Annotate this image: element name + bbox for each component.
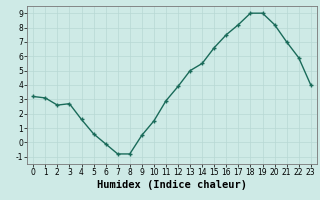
X-axis label: Humidex (Indice chaleur): Humidex (Indice chaleur) (97, 180, 247, 190)
